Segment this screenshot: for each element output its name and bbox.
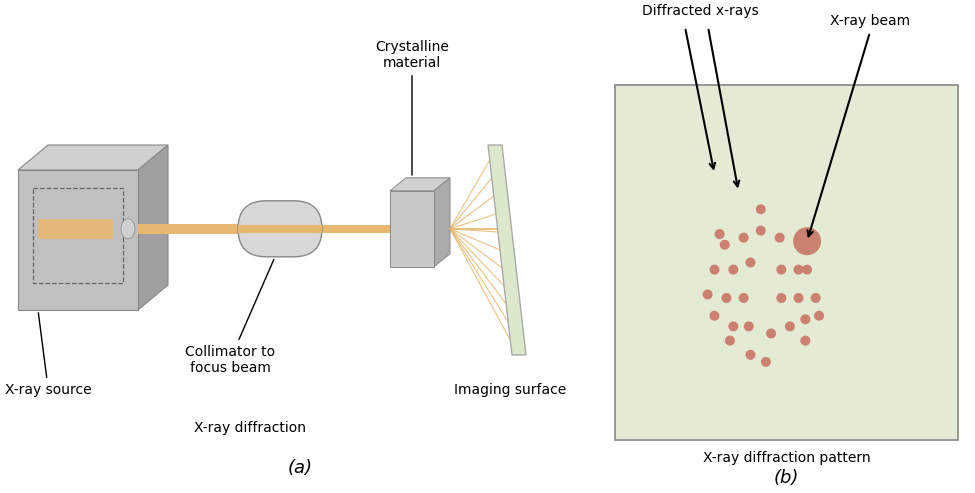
Ellipse shape: [800, 315, 810, 324]
Ellipse shape: [744, 321, 754, 331]
Ellipse shape: [710, 265, 720, 275]
Ellipse shape: [802, 265, 812, 275]
Ellipse shape: [722, 293, 731, 303]
Ellipse shape: [793, 227, 821, 255]
Ellipse shape: [238, 201, 294, 257]
Bar: [322, 225, 390, 233]
Bar: [18, 170, 138, 310]
Bar: [238, 225, 322, 233]
Bar: [615, 85, 958, 440]
Text: (b): (b): [774, 469, 800, 487]
Ellipse shape: [766, 328, 776, 339]
Polygon shape: [138, 145, 168, 310]
Ellipse shape: [746, 350, 756, 360]
Polygon shape: [18, 145, 168, 170]
Ellipse shape: [703, 289, 713, 299]
Ellipse shape: [756, 204, 765, 214]
Text: X-ray beam: X-ray beam: [830, 14, 910, 28]
Ellipse shape: [794, 265, 803, 275]
Ellipse shape: [724, 336, 735, 346]
Ellipse shape: [756, 226, 765, 236]
Bar: [390, 191, 434, 267]
Text: Crystalline
material: Crystalline material: [375, 40, 448, 175]
Ellipse shape: [710, 311, 720, 321]
Bar: [138, 224, 238, 234]
Ellipse shape: [715, 229, 724, 239]
Ellipse shape: [728, 265, 738, 275]
FancyBboxPatch shape: [238, 201, 322, 257]
Polygon shape: [488, 145, 526, 355]
Ellipse shape: [720, 240, 729, 250]
Text: X-ray diffraction: X-ray diffraction: [194, 421, 306, 435]
Ellipse shape: [785, 321, 795, 331]
Text: X-ray source: X-ray source: [5, 313, 92, 397]
Text: Diffracted x-rays: Diffracted x-rays: [642, 4, 759, 18]
Text: (a): (a): [288, 459, 313, 477]
Polygon shape: [434, 178, 450, 267]
Ellipse shape: [794, 293, 803, 303]
Bar: [38, 219, 113, 239]
Bar: [266, 201, 294, 257]
Ellipse shape: [810, 293, 821, 303]
Ellipse shape: [728, 321, 738, 331]
Ellipse shape: [760, 357, 771, 367]
Ellipse shape: [814, 311, 824, 321]
Ellipse shape: [266, 201, 322, 257]
Text: Collimator to
focus beam: Collimator to focus beam: [185, 259, 275, 375]
Ellipse shape: [800, 336, 810, 346]
Text: Imaging surface: Imaging surface: [454, 383, 566, 397]
Ellipse shape: [739, 293, 749, 303]
Text: X-ray diffraction pattern: X-ray diffraction pattern: [703, 451, 871, 465]
Bar: [33, 188, 123, 283]
Ellipse shape: [121, 219, 135, 239]
Ellipse shape: [746, 257, 756, 268]
Ellipse shape: [775, 233, 785, 243]
Ellipse shape: [776, 293, 787, 303]
Ellipse shape: [739, 233, 749, 243]
Ellipse shape: [776, 265, 787, 275]
Polygon shape: [390, 178, 450, 191]
